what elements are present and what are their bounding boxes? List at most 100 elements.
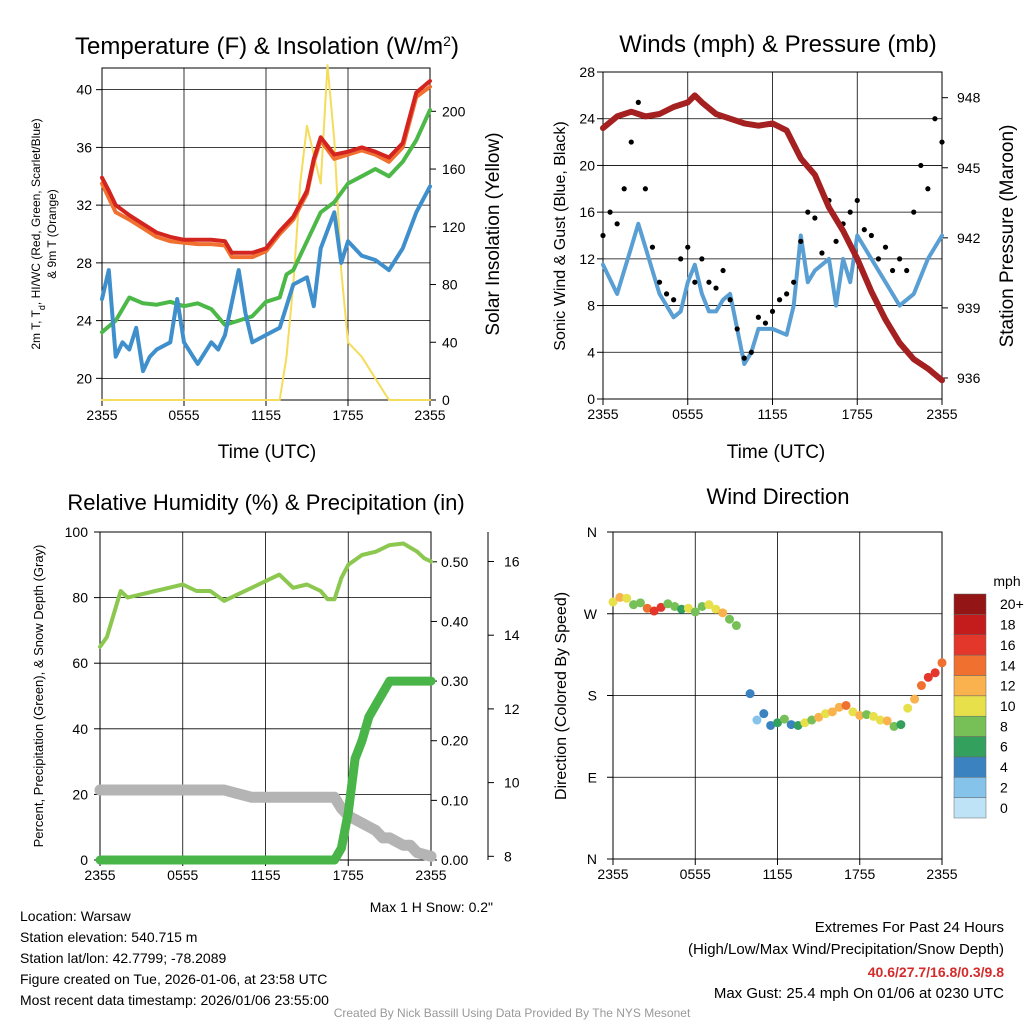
rh-ylabel-left: Percent, Precipitation (Green), & Snow D… [31, 545, 46, 848]
temp-xlabel: Time (UTC) [218, 442, 317, 463]
colorbar-swatch [953, 654, 987, 676]
gust-point [882, 244, 889, 250]
snow-tick-label: 8 [504, 848, 512, 864]
wind-direction-point [820, 709, 830, 719]
wind-direction-point [868, 711, 878, 721]
gust-point [791, 279, 797, 285]
rh-xtick-label: 1755 [333, 867, 364, 883]
rh-xtick-label: 2355 [84, 867, 115, 883]
heat-index-line [100, 107, 432, 335]
temp-title-sup: 2 [443, 33, 451, 49]
gust-point [621, 186, 627, 192]
rh-ytick-label: 60 [72, 655, 88, 671]
wind-direction-point [814, 712, 824, 722]
colorbar-swatch [953, 797, 987, 819]
temp-xtick-label: 2355 [414, 407, 445, 423]
rh-title: Relative Humidity (%) & Precipitation (i… [67, 490, 464, 515]
winds-ylabel-right: Station Pressure (Maroon) [997, 125, 1018, 348]
snow-depth-line [94, 784, 437, 862]
temp-ytick-label: 24 [76, 313, 92, 329]
temp-xtick-label: 0555 [168, 407, 199, 423]
wind-direction-point [649, 606, 659, 616]
gust-point [727, 297, 733, 303]
wdir-ytick-label: N [587, 524, 597, 540]
gust-point [854, 197, 860, 204]
winds-ylabel-left: Sonic Wind & Gust (Blue, Black) [552, 121, 569, 350]
colorbar-label: 20+ [1000, 596, 1024, 612]
wind-direction-point [834, 702, 844, 712]
temp-ylabel-part: , HI/WC (Red, Green, Scarlet/Blue) [29, 118, 43, 305]
gust-point [600, 232, 606, 239]
sonic-wind-line [601, 221, 944, 366]
gust-point [755, 314, 761, 320]
temp-title-main: Temperature (F) & Insolation (W/m [75, 33, 443, 60]
rh-precip-tick-label: 0.50 [441, 554, 468, 570]
wind-direction-point [677, 604, 687, 614]
winds-xtick-label: 2355 [587, 406, 618, 422]
colorbar-label: 6 [1000, 739, 1008, 755]
colorbar-label: 0 [1000, 800, 1008, 816]
temp-xtick-label: 2355 [86, 407, 117, 423]
location-line: Location: Warsaw [20, 908, 131, 924]
wind-direction-point [896, 720, 906, 730]
rh-ytick-label: 80 [72, 590, 88, 606]
gust-point [812, 215, 818, 221]
temp-ytick-right-label: 40 [442, 334, 458, 350]
colorbar-swatch [953, 777, 987, 798]
wdir-xtick-label: 0555 [680, 866, 711, 882]
winds-ytick-right-label: 948 [957, 90, 981, 106]
temp-title: Temperature (F) & Insolation (W/m2) [75, 33, 459, 60]
winds-ytick-right-label: 942 [957, 230, 981, 246]
timestamp-line: Most recent data timestamp: 2026/01/06 2… [20, 992, 329, 1008]
rh-ytick-label: 40 [72, 721, 88, 737]
gust-point [805, 209, 811, 215]
wind-direction-point [827, 707, 837, 717]
precipitation-line [95, 676, 436, 865]
colorbar-label: 8 [1000, 718, 1008, 734]
station-pressure-line [600, 92, 945, 384]
wind-direction-point [937, 658, 947, 668]
winds-xlabel: Time (UTC) [727, 442, 826, 463]
winds-ytick-right-label: 945 [957, 160, 981, 176]
winds-ytick-label: 8 [587, 298, 595, 314]
wind-direction-point [745, 689, 755, 699]
gust-point [628, 139, 634, 145]
gust-point [671, 297, 677, 303]
temp-ylabel-line1: 2m T, Td, HI/WC (Red, Green, Scarlet/Blu… [29, 118, 47, 349]
temp-ylabel-sub: d [37, 305, 47, 310]
wind-direction-point [635, 598, 645, 608]
station-info: Location: Warsaw Station elevation: 540.… [20, 906, 329, 1011]
wdir-xtick-label: 1155 [762, 866, 792, 882]
wind-direction-point [718, 608, 728, 618]
wind-direction-point [615, 592, 625, 602]
max-gust: Max Gust: 25.4 mph On 01/06 at 0230 UTC [713, 985, 1004, 1002]
extremes-subtitle: (High/Low/Max Wind/Precipitation/Snow De… [688, 941, 1004, 958]
colorbar-label: 4 [1000, 759, 1008, 775]
wind-direction-point [800, 718, 810, 728]
snow-tick-label: 10 [504, 775, 520, 791]
wdir-xtick-label: 2355 [597, 866, 628, 882]
wind-direction-point [704, 600, 714, 610]
colorbar-label: 10 [1000, 698, 1016, 714]
wind-direction-point [855, 710, 865, 720]
gust-point [607, 209, 613, 215]
winds-ytick-label: 0 [587, 391, 595, 407]
rh-ytick-label: 20 [72, 786, 88, 802]
wind-direction-point [773, 718, 782, 728]
colorbar-title: mph [993, 573, 1020, 589]
wind-direction-point [882, 716, 892, 726]
colorbar-label: 18 [1000, 617, 1016, 633]
credit-line: Created By Nick Bassill Using Data Provi… [333, 1006, 691, 1020]
winds-xtick-label: 1155 [757, 406, 787, 422]
winds-ytick-right-label: 936 [957, 370, 981, 386]
temp-ytick-label: 28 [76, 255, 92, 271]
snow-tick-label: 14 [504, 627, 520, 643]
gust-point [734, 326, 740, 332]
temp-ylabel-right: Solar Insolation (Yellow) [483, 132, 504, 335]
colorbar-swatch [953, 695, 987, 717]
wdir-ylabel-left: Direction (Colored By Speed) [553, 592, 570, 800]
wind-direction-point [711, 604, 721, 614]
wind-direction-point [629, 600, 639, 610]
colorbar-label: 12 [1000, 678, 1016, 694]
